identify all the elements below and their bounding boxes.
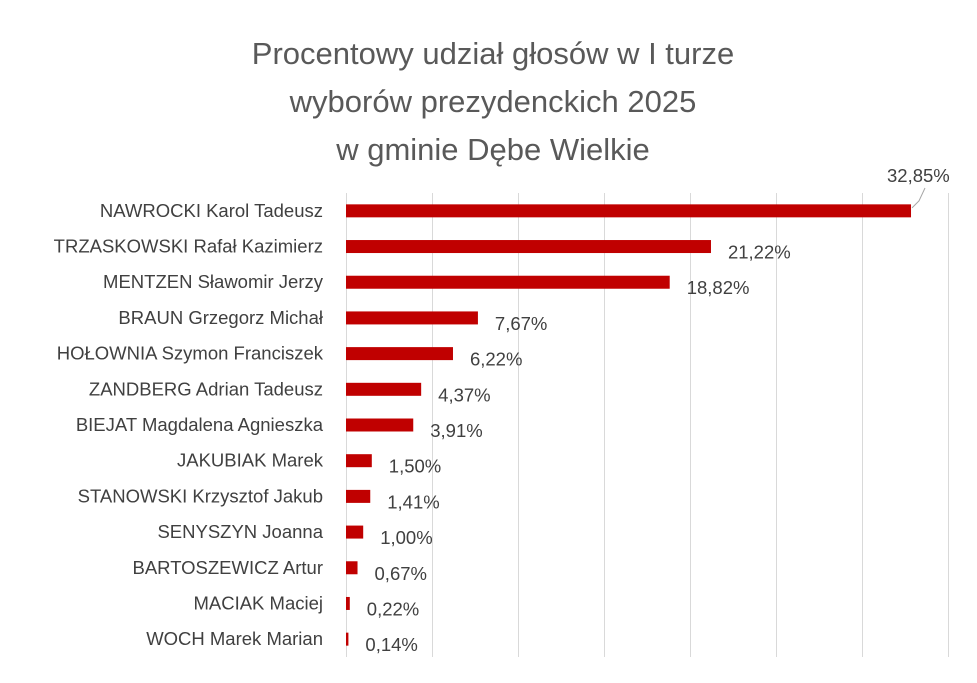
chart-title-line-2: wyborów prezydenckich 2025 bbox=[289, 84, 697, 119]
category-label: BRAUN Grzegorz Michał bbox=[118, 307, 323, 328]
bar bbox=[346, 240, 711, 254]
data-label: 6,22% bbox=[470, 349, 522, 370]
data-label: 1,50% bbox=[389, 456, 441, 477]
bar bbox=[346, 382, 422, 396]
leader-line bbox=[911, 187, 926, 209]
data-label: 0,14% bbox=[365, 634, 417, 655]
data-label: 7,67% bbox=[495, 313, 547, 334]
category-label: BARTOSZEWICZ Artur bbox=[132, 557, 323, 578]
category-label: BIEJAT Magdalena Agnieszka bbox=[76, 414, 324, 435]
chart-title-line-1: Procentowy udział głosów w I turze bbox=[252, 36, 734, 71]
category-label: HOŁOWNIA Szymon Franciszek bbox=[57, 343, 324, 364]
bar bbox=[346, 418, 414, 432]
bar bbox=[346, 632, 349, 646]
category-label: JAKUBIAK Marek bbox=[177, 450, 324, 471]
data-label: 3,91% bbox=[430, 420, 482, 441]
bar bbox=[346, 596, 350, 610]
bar bbox=[346, 204, 912, 218]
chart-title-line-3: w gminie Dębe Wielkie bbox=[335, 132, 650, 167]
gridlines bbox=[346, 193, 949, 657]
category-label: ZANDBERG Adrian Tadeusz bbox=[89, 378, 323, 399]
data-label: 1,00% bbox=[380, 527, 432, 548]
category-label: MENTZEN Sławomir Jerzy bbox=[103, 271, 324, 292]
data-labels: 32,85% 21,22% 18,82% 7,67% 6,22% 4,37% 3,91% 1,… bbox=[365, 165, 949, 655]
bar bbox=[346, 347, 453, 361]
chart-title: Procentowy udział głosów w I turze wybor… bbox=[252, 36, 734, 167]
bar bbox=[346, 525, 364, 539]
category-label: NAWROCKI Karol Tadeusz bbox=[100, 200, 323, 221]
bar bbox=[346, 561, 358, 575]
bar bbox=[346, 454, 372, 468]
data-label: 32,85% bbox=[887, 165, 950, 186]
bar bbox=[346, 311, 478, 325]
data-label: 4,37% bbox=[438, 384, 490, 405]
data-label: 0,67% bbox=[375, 563, 427, 584]
category-label: MACIAK Maciej bbox=[193, 592, 323, 613]
category-label: TRZASKOWSKI Rafał Kazimierz bbox=[54, 236, 323, 257]
bar bbox=[346, 489, 371, 503]
bar bbox=[346, 275, 670, 289]
data-label: 0,22% bbox=[367, 598, 419, 619]
data-label: 1,41% bbox=[387, 491, 439, 512]
category-labels: NAWROCKI Karol Tadeusz TRZASKOWSKI Rafał … bbox=[54, 200, 324, 649]
category-label: STANOWSKI Krzysztof Jakub bbox=[78, 485, 323, 506]
data-label: 18,82% bbox=[687, 277, 750, 298]
category-label: WOCH Marek Marian bbox=[146, 628, 323, 649]
category-label: SENYSZYN Joanna bbox=[157, 521, 323, 542]
data-label: 21,22% bbox=[728, 242, 791, 263]
bars bbox=[346, 204, 912, 646]
